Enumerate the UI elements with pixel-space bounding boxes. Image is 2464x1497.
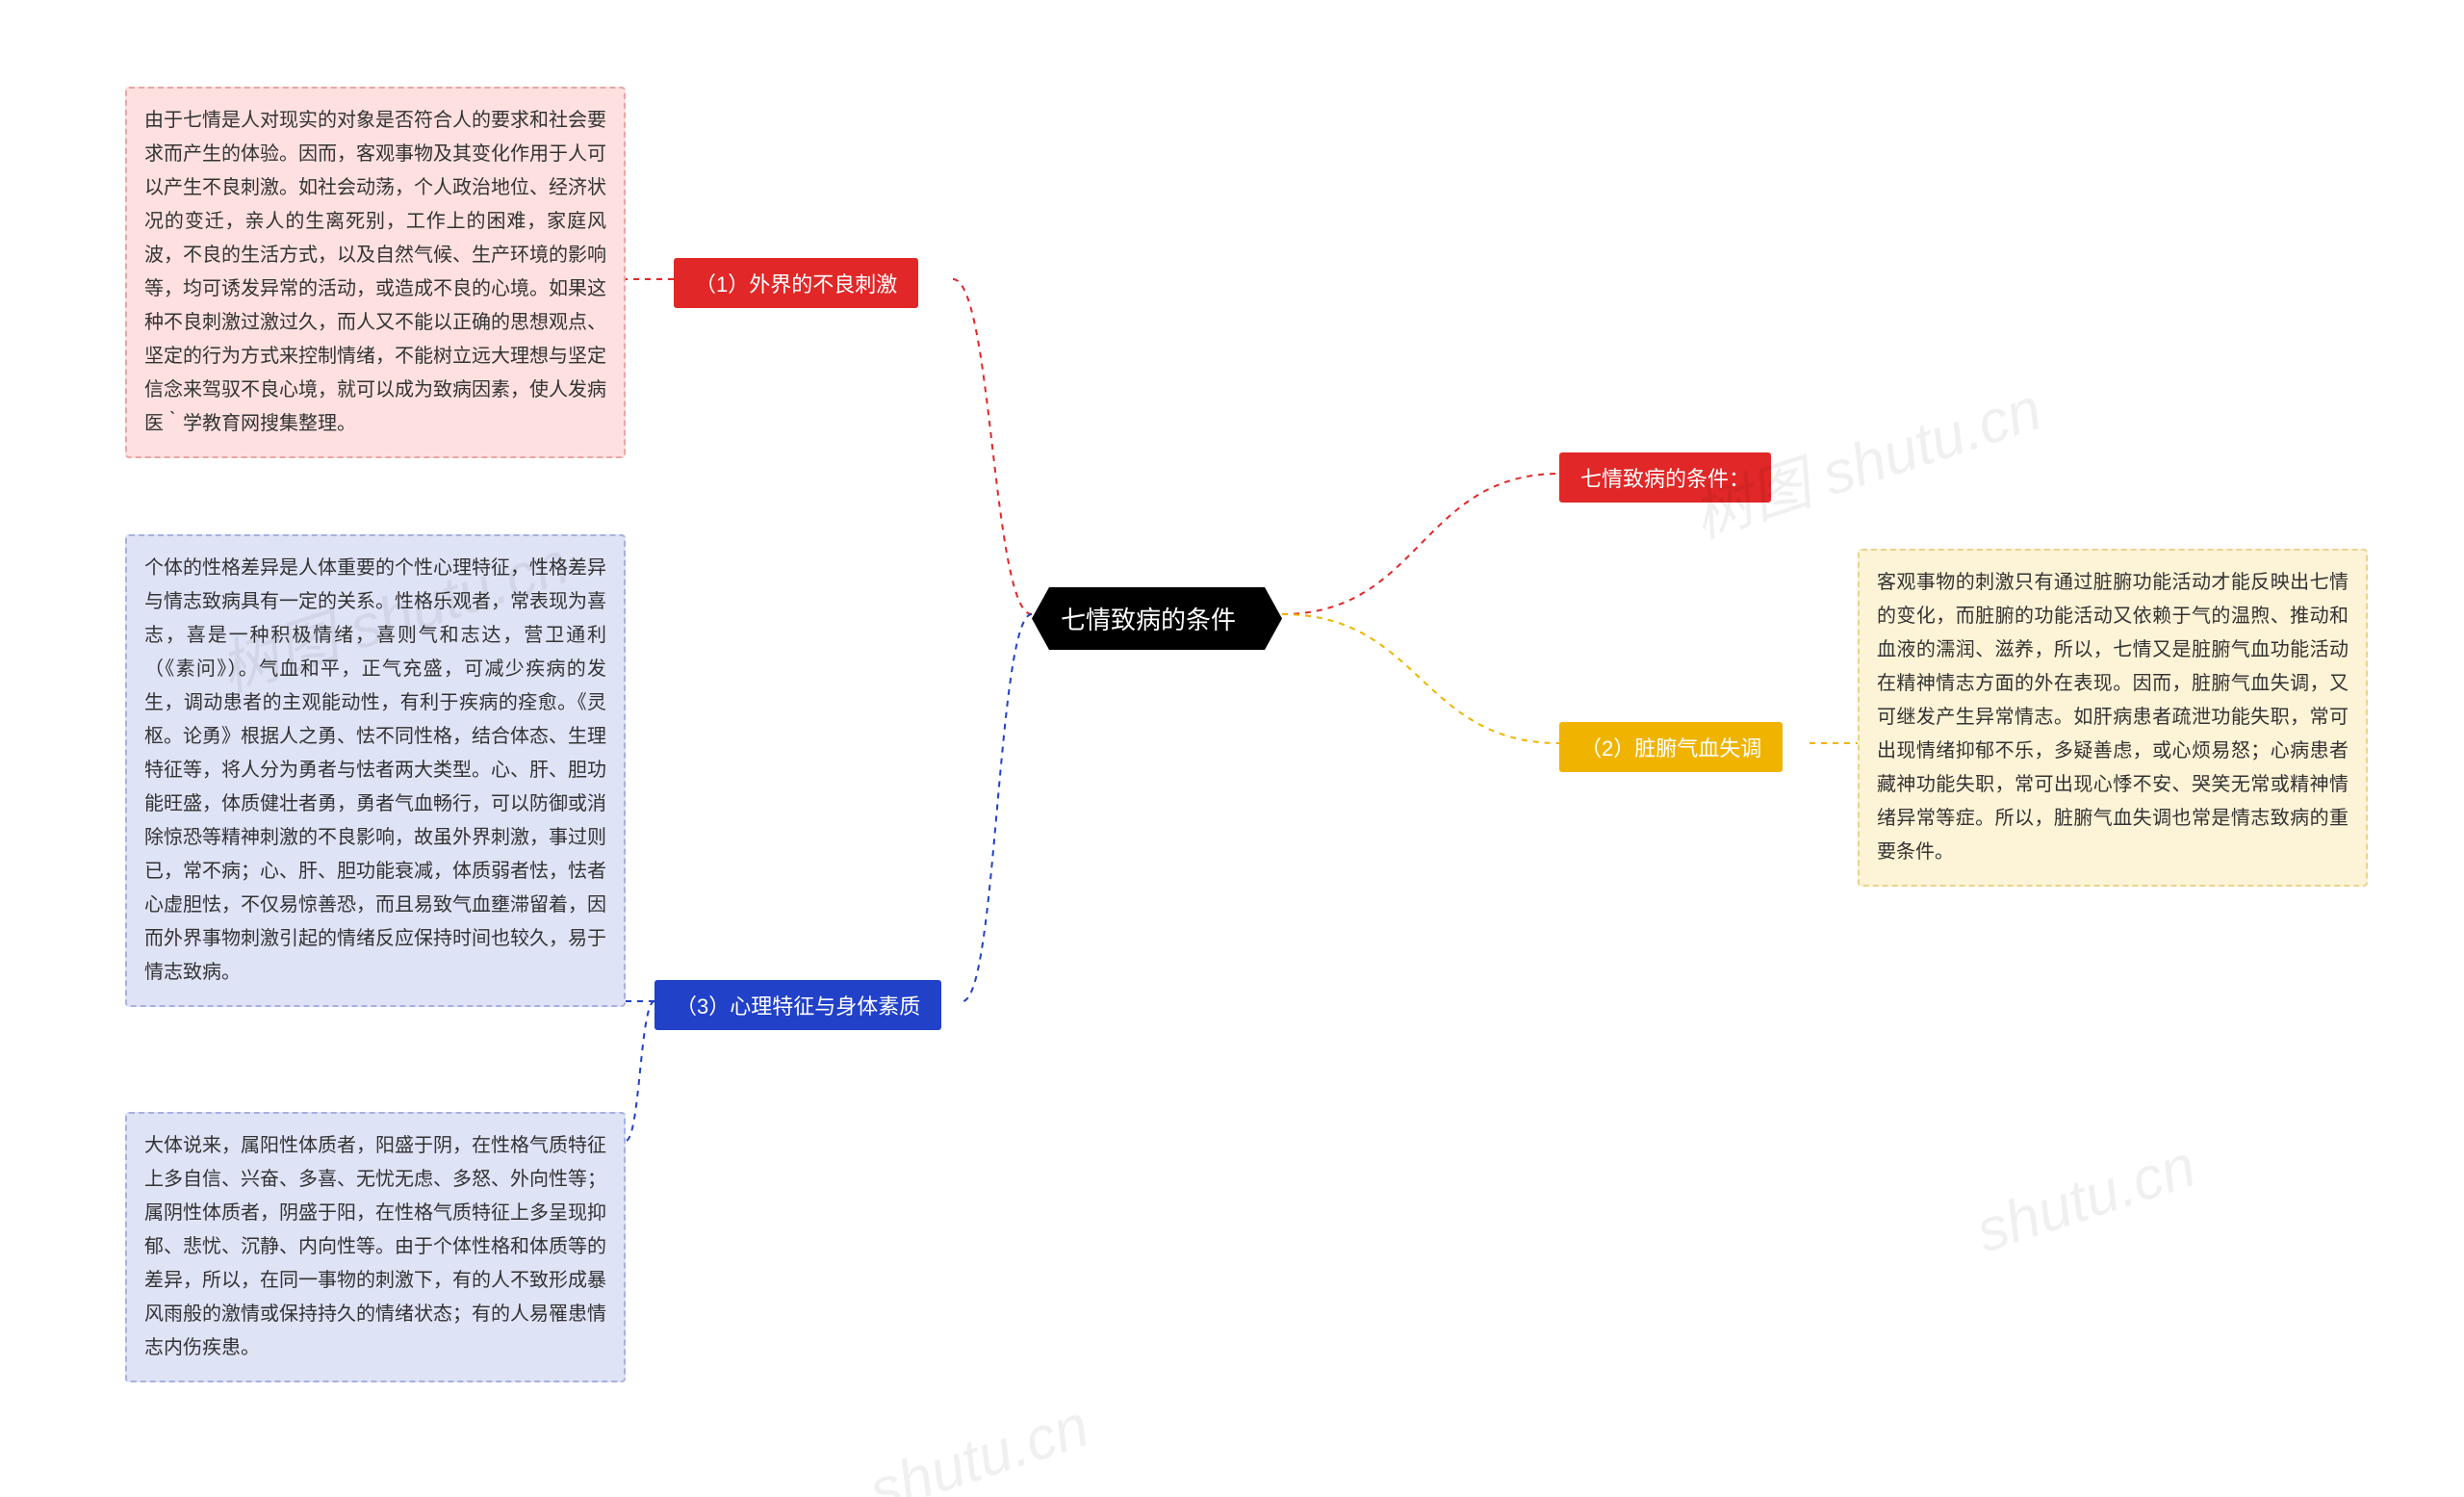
watermark-1: shutu.cn (861, 1392, 1097, 1497)
watermark-2: 树图 shutu.cn (1680, 360, 2050, 555)
note-b3-1: 大体说来，属阳性体质者，阳盛于阴，在性格气质特征上多自信、兴奋、多喜、无忧无虑、… (125, 1112, 626, 1382)
branch-node-b3[interactable]: （3）心理特征与身体素质 (654, 980, 941, 1030)
note-b1-0: 由于七情是人对现实的对象是否符合人的要求和社会要求而产生的体验。因而，客观事物及… (125, 87, 626, 458)
branch-node-b1[interactable]: （1）外界的不良刺激 (674, 258, 918, 308)
watermark-3: shutu.cn (1968, 1132, 2204, 1267)
note-b2-0: 客观事物的刺激只有通过脏腑功能活动才能反映出七情的变化，而脏腑的功能活动又依赖于… (1858, 549, 2368, 887)
center-node[interactable]: 七情致病的条件 (1032, 587, 1282, 650)
branch-node-b2[interactable]: （2）脏腑气血失调 (1559, 722, 1783, 772)
